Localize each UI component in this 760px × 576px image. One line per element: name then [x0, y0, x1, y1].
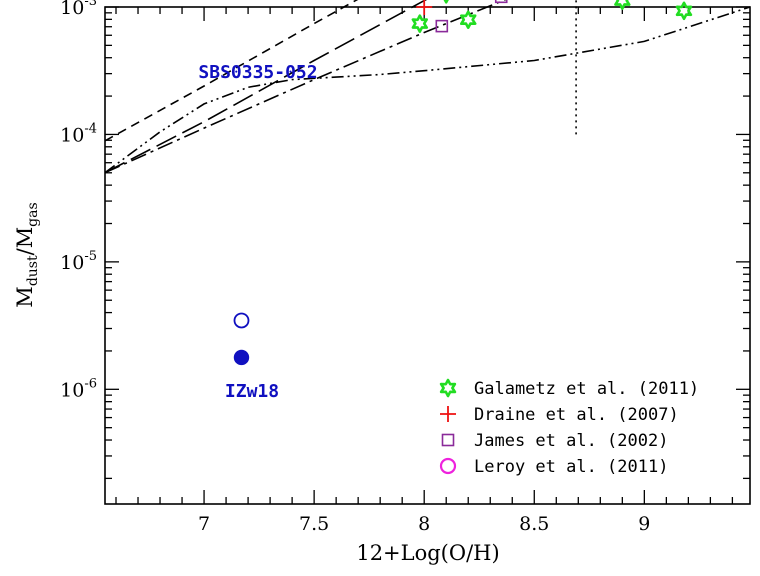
data-point-star	[675, 1, 693, 21]
data-point-star	[443, 0, 449, 4]
legend-label: Leroy et al. (2011)	[474, 457, 668, 477]
axis-ticks	[105, 6, 750, 504]
legend-label: Galametz et al. (2011)	[474, 379, 699, 399]
annotation-sbs0335: SBS0335-052	[198, 62, 317, 83]
data-point-plus	[416, 0, 433, 15]
legend: Galametz et al. (2011) Draine et al. (200…	[439, 378, 699, 477]
data-point-square	[494, 0, 508, 4]
x-axis-title: 12+Log(O/H)	[356, 541, 499, 565]
legend-marker-star	[439, 378, 457, 398]
y-tick-labels: 10-610-510-410-310-2	[60, 0, 97, 401]
x-tick-label: 8.5	[519, 513, 549, 535]
data-point-square	[435, 19, 449, 33]
legend-marker-square	[441, 433, 455, 447]
y-tick-label: 10-4	[60, 121, 97, 146]
y-axis-title: Mdust/Mgas	[13, 202, 41, 307]
y-tick-label: 10-5	[60, 249, 97, 274]
model-curve-short-dash	[104, 0, 359, 142]
x-tick-label: 7.5	[299, 513, 329, 535]
legend-label: James et al. (2002)	[474, 431, 668, 451]
legend-marker-circle	[439, 457, 457, 475]
data-point-star	[411, 14, 429, 33]
x-tick-label: 9	[638, 513, 650, 535]
model-curve-long-dash	[104, 0, 428, 174]
x-tick-label: 8	[418, 513, 430, 535]
highlight-filled-point	[233, 349, 250, 366]
annotation-izw18: IZw18	[225, 381, 279, 402]
y-tick-label: 10-6	[60, 376, 97, 401]
model-curve-dash-dot	[104, 0, 507, 174]
model-curve-dash-dot-dot	[104, 6, 751, 174]
legend-label: Draine et al. (2007)	[474, 405, 679, 425]
model-curves	[104, 0, 751, 174]
legend-marker-plus	[440, 406, 456, 422]
data-point-star	[459, 10, 477, 30]
data-point-star	[614, 0, 631, 10]
highlight-open-point	[233, 312, 250, 329]
x-tick-labels: 7 7.5 8 8.5 9	[198, 513, 650, 535]
y-tick-label: 10-3	[60, 0, 97, 19]
data-points	[411, 0, 693, 33]
x-tick-label: 7	[198, 513, 210, 535]
highlight-objects	[233, 312, 250, 366]
